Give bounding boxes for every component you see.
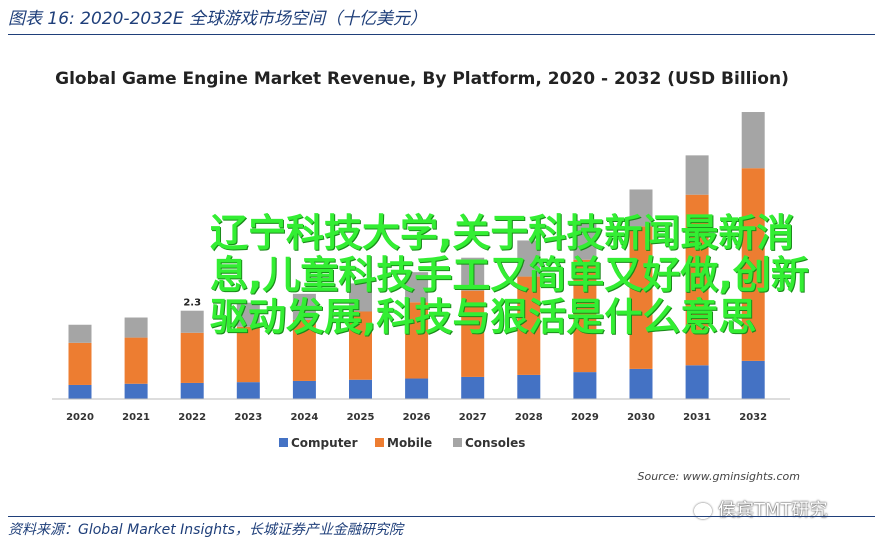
bar-consoles-2022 [180, 310, 204, 333]
bar-mobile-2028 [517, 276, 541, 375]
bottom-rule [8, 516, 875, 517]
bar-consoles-2031 [685, 155, 709, 195]
bar-mobile-2027 [461, 290, 485, 377]
bar-mobile-2025 [349, 311, 372, 380]
bar-consoles-2032 [741, 112, 765, 169]
bar-consoles-2020 [68, 324, 92, 343]
bar-computer-2023 [236, 382, 260, 399]
bar-consoles-2021 [124, 317, 148, 338]
bar-computer-2022 [180, 382, 204, 399]
bar-consoles-2030 [629, 189, 653, 227]
bar-consoles-2028 [517, 240, 541, 277]
x-tick-label: 2022 [178, 412, 206, 423]
wechat-icon [694, 503, 712, 519]
bar-computer-2026 [405, 378, 429, 399]
x-tick-label: 2027 [459, 412, 487, 423]
bar-consoles-2027 [461, 257, 485, 291]
bar-mobile-2030 [629, 226, 653, 369]
watermark: 侯宾TMT研究 [694, 496, 828, 522]
bar-computer-2021 [124, 383, 148, 399]
x-tick-label: 2032 [739, 412, 767, 423]
bar-consoles-2029 [573, 220, 597, 260]
x-tick-label: 2023 [234, 412, 262, 423]
data-labels: 2.3 [183, 298, 201, 309]
x-tick-label: 2031 [683, 412, 711, 423]
x-tick-label: 2026 [403, 412, 431, 423]
bar-mobile-2026 [405, 302, 429, 379]
overlay-text: 辽宁科技大学,关于科技新闻最新消息,儿童科技手工又简单又好做,创新驱动发展,科技… [210, 211, 809, 339]
bar-consoles-2023 [236, 302, 260, 327]
bar-computer-2028 [517, 374, 541, 399]
bar-computer-2030 [629, 368, 653, 399]
bar-mobile-2032 [741, 168, 765, 361]
bar-mobile-2031 [685, 194, 709, 366]
bars-group [68, 112, 765, 399]
x-tick-label: 2021 [122, 412, 150, 423]
bar-computer-2029 [573, 372, 597, 399]
figure-title: 图表 16: 2020-2032E 全球游戏市场空间（十亿美元） [8, 9, 427, 29]
bar-mobile-2020 [68, 342, 92, 385]
bar-consoles-2024 [292, 293, 316, 320]
x-tick-label: 2024 [290, 412, 318, 423]
bar-computer-2027 [461, 376, 485, 399]
chart-source: Source: www.gminsights.com [637, 470, 800, 483]
x-tick-labels: 2020 2021 2022 2023 2024 2025 2026 2027 2028 2029… [66, 412, 767, 423]
bar-computer-2032 [741, 360, 765, 399]
x-tick-label: 2028 [515, 412, 543, 423]
top-rule [8, 34, 875, 35]
data-label-2022: 2.3 [183, 298, 201, 309]
bar-consoles-2025 [349, 283, 372, 312]
bar-computer-2020 [68, 384, 92, 399]
bar-mobile-2022 [180, 332, 204, 383]
legend-swatch-consoles [453, 438, 462, 447]
bar-mobile-2023 [236, 326, 260, 383]
bar-computer-2031 [685, 365, 709, 399]
bar-computer-2025 [349, 379, 372, 399]
legend: Computer Mobile Consoles [279, 436, 525, 450]
watermark-text: 侯宾TMT研究 [718, 500, 828, 521]
x-tick-label: 2029 [571, 412, 599, 423]
bar-mobile-2021 [124, 337, 148, 384]
legend-label-consoles: Consoles [465, 436, 525, 450]
bar-computer-2024 [292, 380, 316, 399]
x-tick-label: 2025 [347, 412, 375, 423]
bar-mobile-2029 [573, 259, 597, 373]
bar-mobile-2024 [292, 319, 316, 381]
legend-swatch-computer [279, 438, 288, 447]
chart-title: Global Game Engine Market Revenue, By Pl… [55, 69, 789, 89]
legend-label-mobile: Mobile [387, 436, 432, 450]
legend-label-computer: Computer [291, 436, 358, 450]
legend-swatch-mobile [375, 438, 384, 447]
bar-consoles-2026 [405, 272, 429, 303]
footer-source: 资料来源：Global Market Insights，长城证券产业金融研究院 [8, 522, 403, 538]
x-tick-label: 2030 [627, 412, 655, 423]
x-tick-label: 2020 [66, 412, 94, 423]
